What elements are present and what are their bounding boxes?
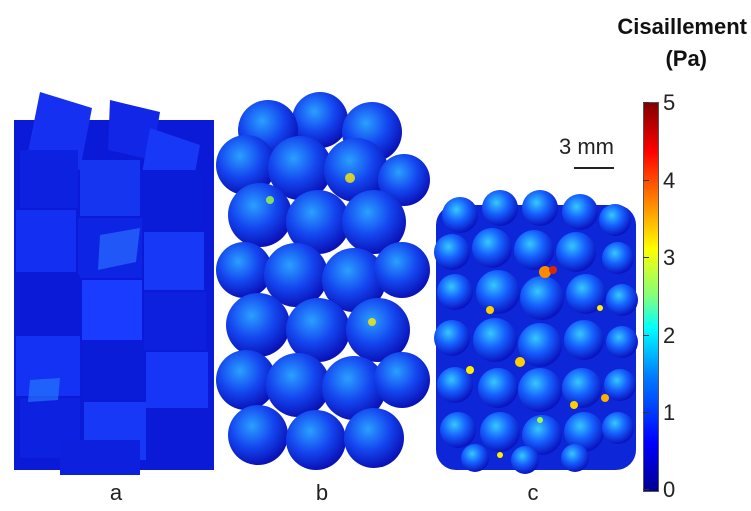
colorbar-tick [643,180,649,181]
colorbar-tick-label-3: 3 [663,245,676,270]
sphere-packing-b [216,92,430,470]
colorbar-tick-label-0: 0 [663,477,676,502]
colorbar-tick-label-5: 5 [663,90,676,115]
panel-label-b: b [315,480,329,505]
shear-hotspots-c [466,266,609,458]
colorbar-tick [643,257,649,258]
legend-title-line1: Cisaillement [617,14,747,39]
colorbar [643,102,659,492]
sphere-packing-c [434,190,638,474]
colorbar-tick-label-4: 4 [663,168,676,193]
shear-hotspots-b [266,173,376,326]
colorbar-tick [643,412,649,413]
scale-bar-label: 3 mm [559,134,614,159]
scale-bar-line [574,167,614,169]
colorbar-tick [643,335,649,336]
cube-packing [14,92,214,475]
colorbar-tick-label-2: 2 [663,323,676,348]
legend-title-line2: (Pa) [665,46,707,71]
panel-label-c: c [527,480,539,505]
colorbar-tick [643,102,649,103]
colorbar-tick-label-1: 1 [663,400,676,425]
colorbar-tick [643,489,649,490]
panel-label-a: a [109,480,123,505]
